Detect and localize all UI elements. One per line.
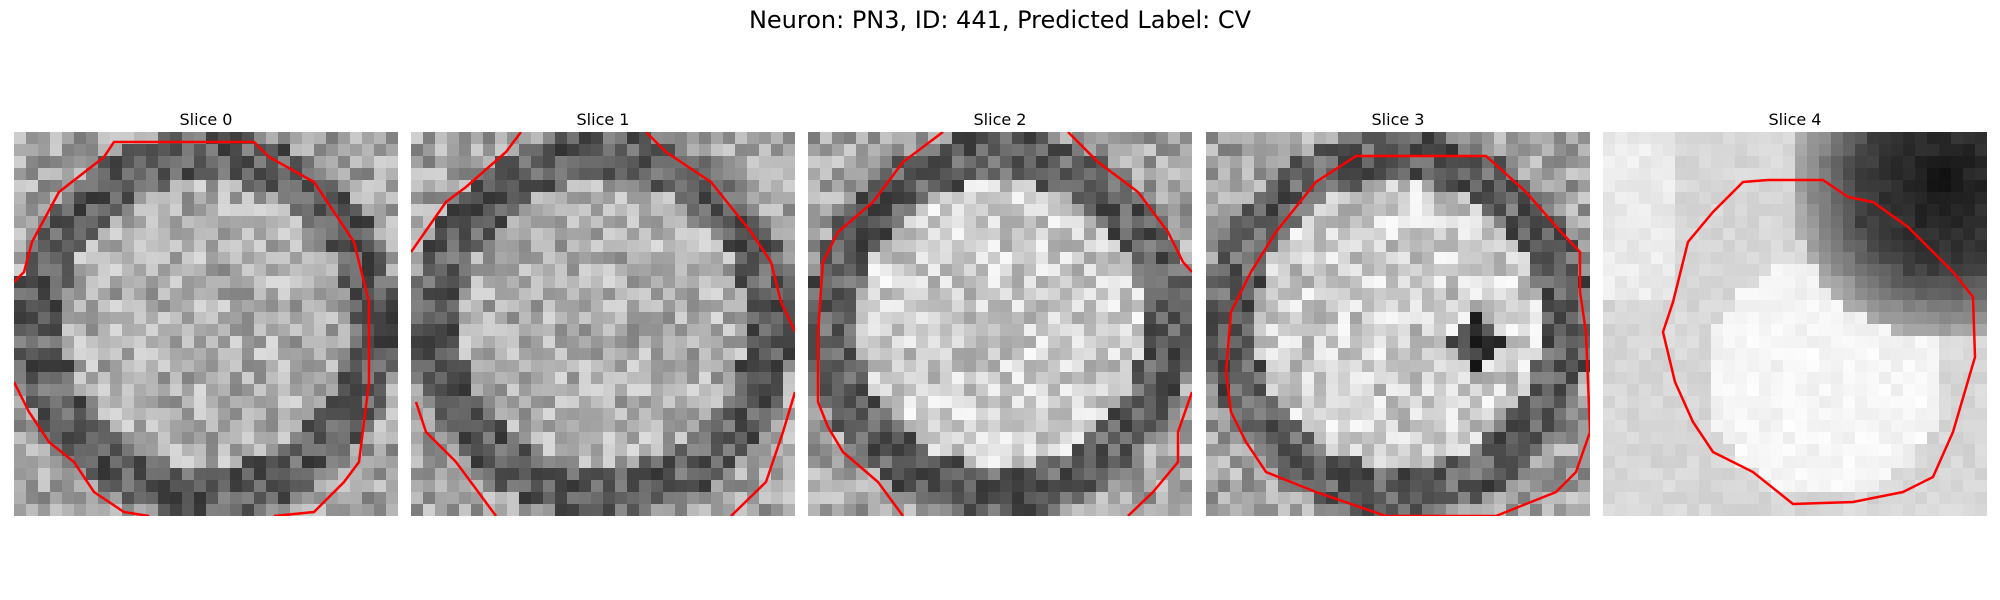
- grayscale-pixels: [1206, 132, 1590, 516]
- segmentation-contour: [14, 140, 371, 516]
- segmentation-contour: [645, 132, 795, 333]
- segmentation-contour: [1067, 132, 1192, 273]
- slice-image: [411, 132, 795, 516]
- slice-image: [1603, 132, 1987, 516]
- grayscale-pixels: [1603, 132, 1987, 516]
- segmentation-contour: [1661, 178, 1977, 506]
- grayscale-pixels: [808, 132, 1192, 516]
- grayscale-pixels: [411, 132, 795, 516]
- figure-title: Neuron: PN3, ID: 441, Predicted Label: C…: [748, 6, 1252, 34]
- segmentation-contour: [1224, 154, 1590, 516]
- slice-panel-1: Slice 1: [411, 108, 795, 516]
- slice-title: Slice 4: [1768, 110, 1822, 129]
- segmentation-contour: [730, 391, 795, 516]
- slice-panel-3: Slice 3: [1206, 108, 1590, 516]
- slice-title: Slice 2: [973, 110, 1027, 129]
- segmentation-contour: [816, 132, 944, 516]
- slice-image: [808, 132, 1192, 516]
- segmentation-contour: [14, 381, 150, 516]
- slice-panel-2: Slice 2: [808, 108, 1192, 516]
- slice-title: Slice 3: [1371, 110, 1425, 129]
- grayscale-pixels: [14, 132, 398, 516]
- slice-title: Slice 1: [576, 110, 630, 129]
- slice-title: Slice 0: [179, 110, 233, 129]
- slice-panel-0: Slice 0: [14, 108, 398, 516]
- segmentation-contour: [1127, 391, 1192, 516]
- segmentation-contour: [414, 401, 498, 516]
- segmentation-contour: [411, 132, 522, 253]
- slice-image: [1206, 132, 1590, 516]
- slice-image: [14, 132, 398, 516]
- slice-panel-4: Slice 4: [1603, 108, 1987, 516]
